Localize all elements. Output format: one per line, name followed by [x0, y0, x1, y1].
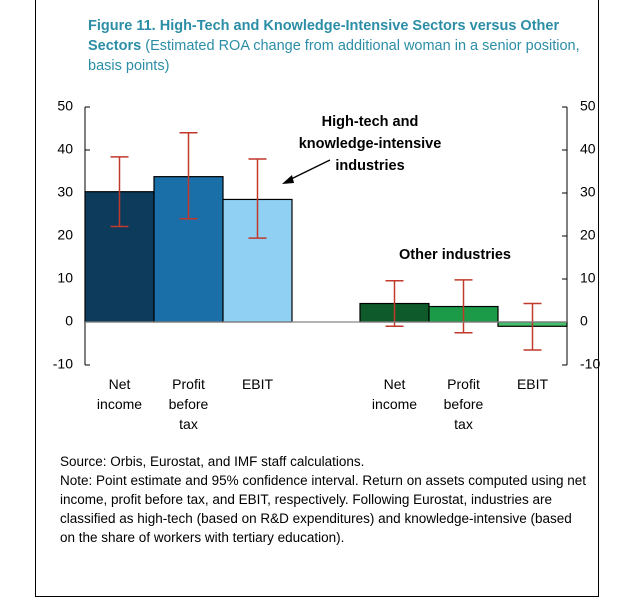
x-tick-label: Profit before tax [169, 376, 209, 432]
note: Note: Point estimate and 95% confidence … [60, 473, 587, 545]
title-block: Figure 11. High-Tech and Knowledge-Inten… [88, 16, 588, 76]
chart-title: Figure 11. High-Tech and Knowledge-Inten… [88, 18, 560, 54]
y-tick-label: 40 [57, 141, 73, 157]
x-tick-label: Net income [372, 376, 417, 412]
x-tick-label: Profit before tax [444, 376, 484, 432]
y2-tick-label: 0 [580, 313, 588, 329]
y2-tick-label: 30 [580, 184, 596, 200]
y2-tick-label: 10 [580, 270, 596, 286]
x-tick-label: EBIT [517, 376, 549, 392]
figure-frame [35, 0, 599, 597]
arrow-head [282, 175, 294, 184]
annotation: Other industries [399, 247, 511, 263]
y-tick-label: 0 [65, 313, 73, 329]
y-tick-label: 20 [57, 227, 73, 243]
x-tick-label: Net income [97, 376, 142, 412]
x-tick-label: EBIT [242, 376, 274, 392]
y-tick-label: 10 [57, 270, 73, 286]
y2-tick-label: 20 [580, 227, 596, 243]
annotation: High-tech and knowledge-intensive indust… [298, 114, 442, 174]
y-tick-label: 30 [57, 184, 73, 200]
y-tick-label: -10 [53, 356, 73, 372]
chart-subtitle: (Estimated ROA change from additional wo… [88, 38, 580, 74]
y2-tick-label: -10 [580, 356, 600, 372]
y-tick-label: 50 [57, 98, 73, 114]
source: Source: Orbis, Eurostat, and IMF staff c… [60, 454, 365, 469]
y2-tick-label: 50 [580, 98, 596, 114]
annotation-arrow [286, 159, 331, 182]
y2-tick-label: 40 [580, 141, 596, 157]
